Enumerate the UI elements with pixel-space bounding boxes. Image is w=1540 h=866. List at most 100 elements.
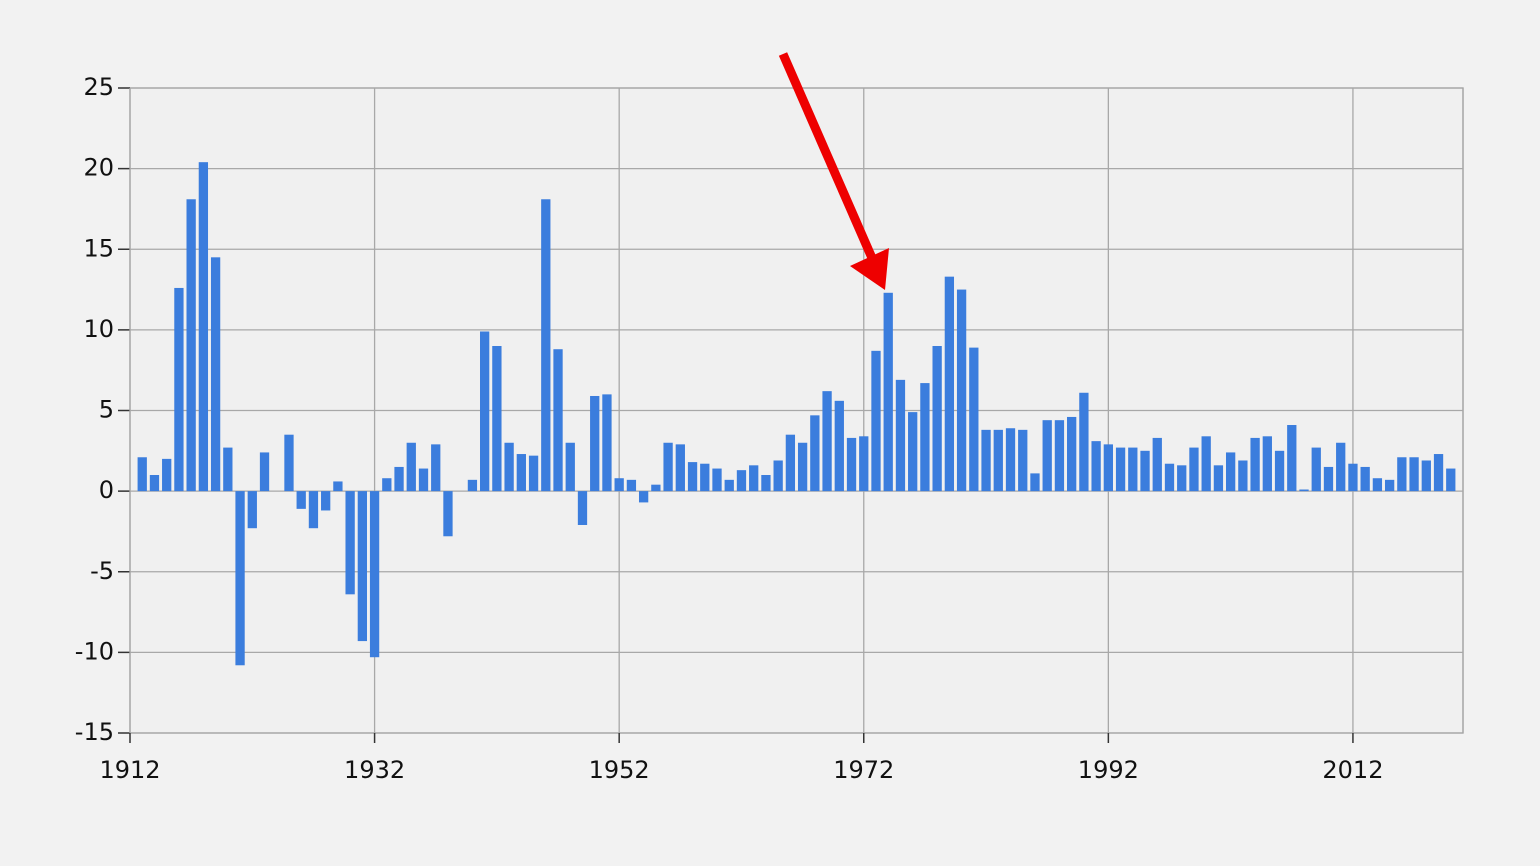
bar — [1409, 457, 1419, 492]
x-tick-label: 1932 — [344, 756, 405, 784]
bar — [993, 429, 1003, 492]
x-tick-label: 2012 — [1322, 756, 1383, 784]
arrow-head — [850, 248, 889, 290]
y-tick-label: 0 — [99, 476, 114, 504]
bar — [956, 289, 967, 492]
bar — [492, 346, 502, 492]
bar — [920, 383, 930, 492]
bar — [1091, 441, 1101, 492]
bar — [137, 457, 147, 492]
bar — [687, 462, 698, 492]
bar — [602, 394, 612, 492]
bar — [1067, 416, 1077, 492]
bar — [577, 491, 588, 525]
bar — [859, 436, 869, 492]
bar — [382, 478, 392, 492]
bar — [1360, 466, 1370, 492]
bar — [663, 442, 673, 492]
bar — [443, 491, 453, 537]
bar — [651, 484, 661, 492]
x-tick-label: 1952 — [589, 756, 650, 784]
bar — [908, 412, 918, 492]
y-tick-label: 20 — [83, 154, 114, 182]
y-tick-label: -5 — [90, 557, 114, 585]
bar — [357, 491, 368, 642]
bar — [296, 491, 306, 509]
bar — [1030, 473, 1040, 492]
bar — [1201, 436, 1211, 492]
bar — [528, 455, 539, 492]
bar — [797, 442, 808, 492]
y-tick-label: -15 — [75, 718, 114, 746]
bar — [1128, 447, 1138, 492]
bar — [345, 491, 355, 595]
bar — [223, 447, 233, 492]
bar — [1299, 489, 1309, 492]
bar — [1262, 436, 1272, 492]
bar — [614, 478, 624, 492]
bar — [749, 465, 759, 492]
bar — [1225, 452, 1236, 492]
bar — [981, 429, 991, 492]
bar — [1189, 447, 1199, 492]
bar — [969, 347, 979, 492]
arrow-annotation — [778, 52, 889, 290]
bar — [162, 458, 172, 492]
arrow-shaft — [778, 52, 877, 260]
bar — [1177, 465, 1187, 492]
bar — [712, 468, 722, 492]
bar — [1018, 429, 1028, 492]
bar — [638, 491, 649, 503]
bar — [1115, 447, 1126, 492]
bar — [1164, 463, 1175, 492]
bar — [810, 415, 820, 492]
bar — [418, 468, 429, 492]
bar — [1140, 450, 1150, 492]
bar — [467, 479, 478, 492]
bar — [431, 444, 441, 492]
y-tick-label: -10 — [75, 637, 114, 665]
bar — [773, 460, 783, 492]
bar — [700, 463, 710, 492]
bar — [1152, 437, 1162, 492]
bar — [1433, 454, 1444, 492]
bar — [834, 400, 844, 492]
bar — [149, 475, 160, 492]
bar — [785, 434, 796, 492]
bar — [761, 475, 771, 492]
bar — [1336, 442, 1346, 492]
bar — [1421, 460, 1431, 492]
bar — [1238, 460, 1248, 492]
bar — [406, 442, 416, 492]
bar — [626, 479, 637, 492]
bar — [1103, 444, 1113, 492]
y-tick-label: 25 — [83, 73, 114, 101]
bar — [333, 481, 343, 492]
bar — [186, 199, 196, 492]
bar — [932, 346, 942, 492]
bar — [895, 379, 906, 492]
bar — [1042, 420, 1052, 492]
bar — [1372, 478, 1383, 492]
bar — [504, 442, 514, 492]
y-tick-label: 5 — [99, 396, 114, 424]
bar — [846, 437, 857, 492]
bar — [235, 491, 245, 666]
bar — [210, 257, 221, 492]
bar — [675, 444, 685, 492]
bar — [590, 395, 600, 492]
bar — [565, 442, 575, 492]
bar — [541, 199, 551, 492]
bar — [883, 292, 893, 492]
bar — [944, 276, 955, 492]
bar — [1397, 457, 1407, 492]
bar — [1054, 420, 1065, 492]
bar — [1250, 437, 1260, 492]
bar — [198, 162, 209, 492]
bar — [174, 287, 184, 492]
bar — [1446, 468, 1456, 492]
bar — [308, 491, 319, 529]
x-tick-label: 1912 — [99, 756, 160, 784]
bar — [736, 470, 747, 492]
bar — [1079, 392, 1089, 492]
